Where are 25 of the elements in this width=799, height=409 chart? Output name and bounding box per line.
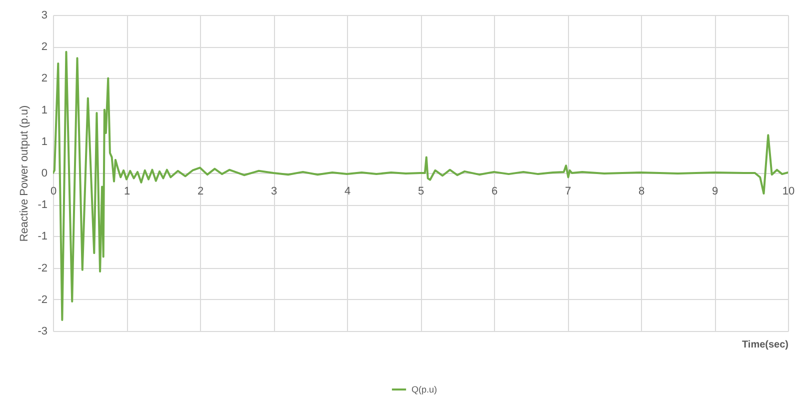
y-tick-label: -2 xyxy=(38,294,48,306)
x-axis-title: Time(sec) xyxy=(742,340,788,350)
x-tick-label: 4 xyxy=(344,186,351,198)
y-axis-title: Reactive Power output (p.u) xyxy=(18,105,31,242)
y-tick-label: 1 xyxy=(41,104,48,116)
y-tick-label: 2 xyxy=(41,72,48,85)
y-tick-label: 2 xyxy=(41,41,48,54)
x-tick-label: 0 xyxy=(50,186,57,198)
y-tick-label: -1 xyxy=(38,230,48,243)
x-tick-label: 3 xyxy=(270,186,278,198)
x-tick-label: 1 xyxy=(124,186,130,198)
y-tick-label: 1 xyxy=(41,136,48,148)
y-tick-label: -1 xyxy=(38,199,48,212)
legend-label: Q(p.u) xyxy=(412,384,438,394)
y-tick-label: 0 xyxy=(41,168,48,180)
x-tick-label: 2 xyxy=(197,186,204,198)
x-tick-label: 8 xyxy=(638,186,645,198)
y-tick-label: 3 xyxy=(41,10,48,22)
x-tick-label: 10 xyxy=(782,186,795,198)
x-tick-label: 5 xyxy=(418,186,424,198)
x-tick-label: 7 xyxy=(564,186,572,198)
y-tick-label: -2 xyxy=(38,262,48,274)
x-tick-label: 9 xyxy=(712,186,718,198)
y-tick-label: -3 xyxy=(38,326,48,338)
x-tick-label: 6 xyxy=(491,186,498,198)
